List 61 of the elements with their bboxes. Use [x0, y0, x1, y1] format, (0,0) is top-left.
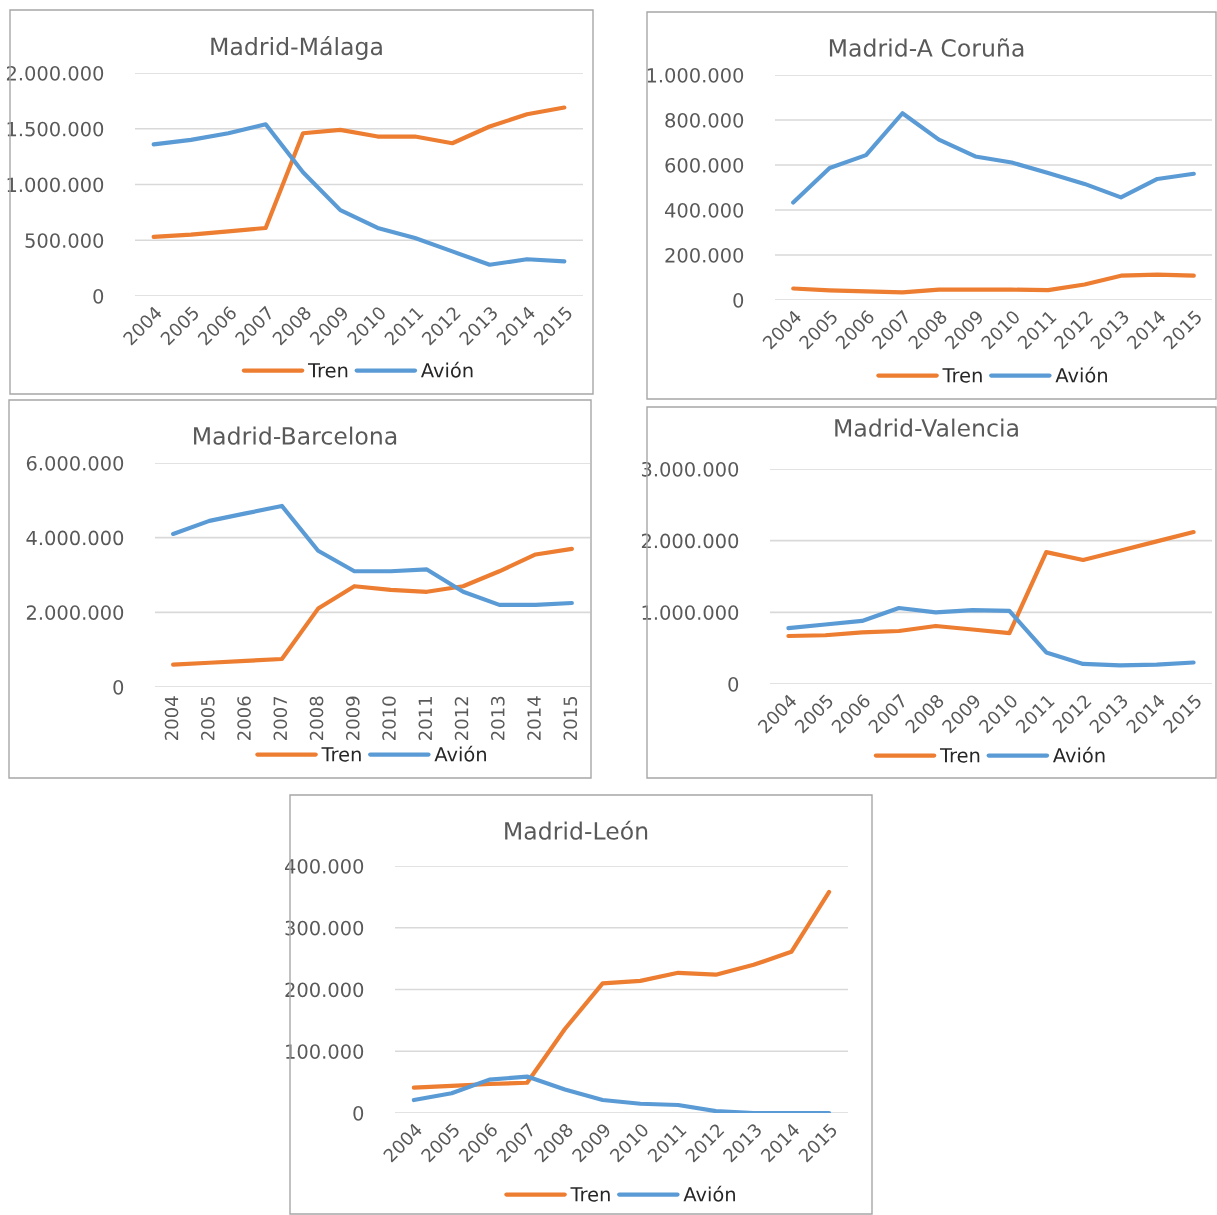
- y-tick-label: 600.000: [665, 157, 744, 173]
- line-series: [791, 111, 1196, 205]
- y-tick-label: 0: [113, 679, 124, 695]
- line-series: [786, 529, 1196, 639]
- chart-title: Madrid-A Coruña: [829, 38, 1024, 57]
- chart-title: Madrid-Málaga: [211, 36, 382, 60]
- legend-label: Tren: [570, 1187, 610, 1202]
- x-tick-label: 2005: [200, 696, 215, 740]
- line-series: [791, 272, 1196, 295]
- line-series: [171, 503, 574, 607]
- legend-label: Avión: [434, 745, 486, 762]
- y-tick-label: 6.000.000: [26, 455, 124, 471]
- legend-label: Tren: [321, 747, 361, 762]
- line-series: [411, 889, 832, 1090]
- line-series: [151, 105, 567, 239]
- y-tick-label: 2.000.000: [26, 605, 124, 620]
- y-tick-label: 400.000: [284, 858, 364, 874]
- x-tick-label: 2010: [382, 696, 396, 740]
- x-tick-label: 2012: [454, 697, 469, 740]
- y-tick-label: 2.000.000: [6, 65, 104, 81]
- x-tick-label: 2014: [527, 696, 541, 740]
- chart-title: Madrid-Valencia: [835, 418, 1018, 437]
- x-tick-label: 2009: [345, 696, 360, 740]
- x-tick-label: 2013: [490, 696, 505, 740]
- legend-label: Tren: [307, 363, 348, 378]
- x-tick-label: 2015: [563, 696, 578, 740]
- y-tick-label: 0: [93, 288, 104, 304]
- y-tick-label: 0: [728, 676, 739, 692]
- line-series: [151, 122, 567, 267]
- legend-label: Avión: [1052, 746, 1105, 763]
- y-tick-label: 1.000.000: [7, 177, 104, 193]
- y-tick-label: 1.000.000: [647, 67, 744, 83]
- y-tick-label: 100.000: [286, 1044, 364, 1059]
- y-tick-label: 200.000: [285, 982, 364, 998]
- legend-label: Avión: [420, 361, 473, 378]
- legend-label: Tren: [939, 748, 980, 763]
- y-tick-label: 1.000.000: [642, 605, 739, 620]
- y-tick-label: 2.000.000: [641, 533, 739, 549]
- x-tick-label: 2004: [164, 696, 179, 740]
- y-tick-label: 800.000: [665, 112, 744, 128]
- y-tick-label: 0: [353, 1105, 364, 1121]
- legend-label: Tren: [942, 368, 982, 383]
- y-tick-label: 4.000.000: [26, 530, 124, 546]
- y-tick-label: 300.000: [285, 920, 364, 936]
- y-tick-label: 500.000: [25, 233, 104, 248]
- legend-label: Avión: [683, 1185, 735, 1202]
- legend-label: Avión: [1055, 366, 1107, 383]
- y-tick-label: 200.000: [665, 247, 744, 263]
- x-tick-label: 2007: [273, 696, 288, 740]
- chart-title: Madrid-León: [505, 820, 648, 840]
- line-series: [411, 1074, 832, 1113]
- chart-title: Madrid-Barcelona: [194, 426, 397, 445]
- x-tick-label: 2011: [418, 697, 433, 740]
- x-tick-label: 2008: [309, 696, 324, 740]
- y-tick-label: 1.500.000: [7, 121, 104, 137]
- y-tick-label: 3.000.000: [641, 461, 739, 477]
- x-tick-label: 2006: [237, 696, 251, 740]
- y-tick-label: 0: [733, 292, 744, 308]
- line-series: [786, 605, 1196, 668]
- y-tick-label: 400.000: [664, 202, 744, 218]
- line-series: [171, 546, 574, 667]
